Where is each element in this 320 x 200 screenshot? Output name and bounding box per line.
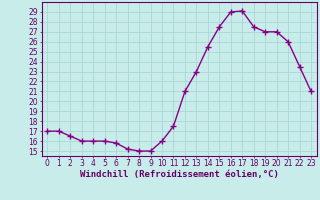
X-axis label: Windchill (Refroidissement éolien,°C): Windchill (Refroidissement éolien,°C)	[80, 170, 279, 179]
